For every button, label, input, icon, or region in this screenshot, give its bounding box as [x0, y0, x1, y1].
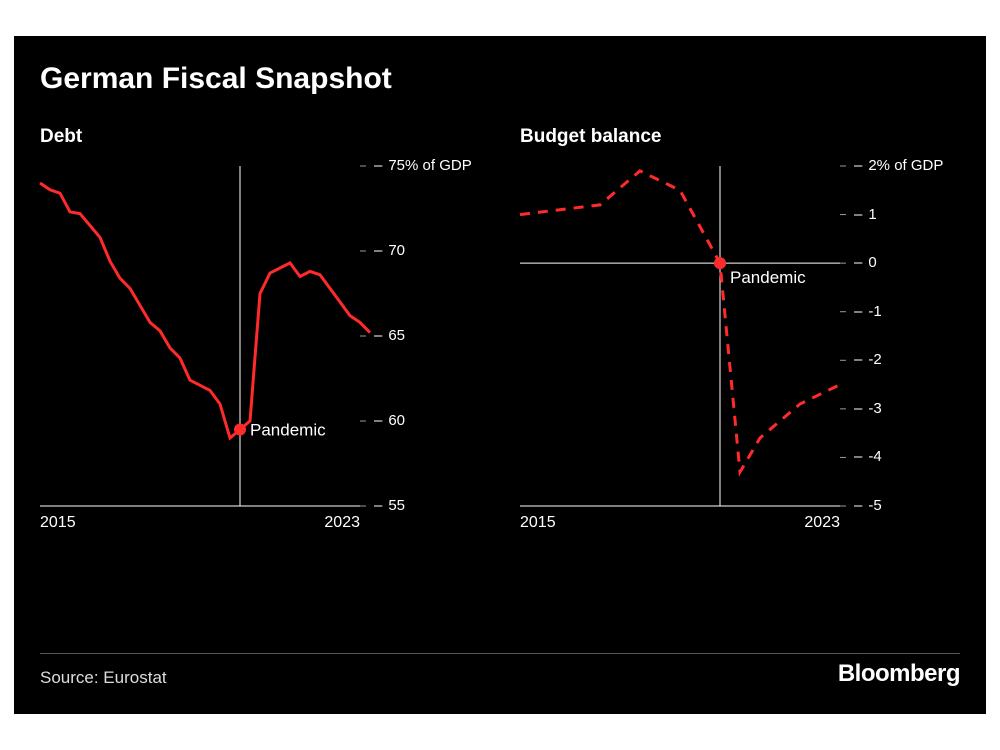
y-tick-label: –-1 — [854, 303, 882, 320]
chart-panel: German Fiscal Snapshot Debt Pandemic –75… — [14, 36, 986, 714]
debt-x-end: 2023 — [324, 514, 360, 532]
debt-svg: Pandemic — [40, 166, 360, 506]
y-tick-label: –0 — [854, 254, 877, 271]
debt-subtitle: Debt — [40, 126, 82, 148]
y-tick-label: –-3 — [854, 400, 882, 417]
budget-x-axis-labels: 2015 2023 — [520, 514, 840, 538]
budget-svg: Pandemic — [520, 166, 840, 506]
y-tick-label: –-4 — [854, 448, 882, 465]
debt-chart: Debt Pandemic –75% of GDP –70 –65 –60 –55 20… — [40, 126, 480, 556]
y-tick-label: –55 — [374, 497, 405, 514]
svg-text:Pandemic: Pandemic — [250, 421, 326, 440]
y-tick-label: –75% of GDP — [374, 157, 472, 174]
budget-plot-area: Pandemic — [520, 166, 840, 506]
budget-y-axis-labels: –2% of GDP–1–0–-1–-2–-3–-4–-5 — [844, 166, 984, 506]
budget-chart: Budget balance Pandemic –2% of GDP –1 –0 –-… — [520, 126, 960, 556]
y-tick-label: –65 — [374, 327, 405, 344]
y-tick-label: –2% of GDP — [854, 157, 943, 174]
budget-x-start: 2015 — [520, 514, 556, 532]
charts-row: Debt Pandemic –75% of GDP –70 –65 –60 –55 20… — [40, 126, 960, 556]
svg-text:Pandemic: Pandemic — [730, 268, 806, 287]
debt-x-axis-labels: 2015 2023 — [40, 514, 360, 538]
brand-logo: Bloomberg — [838, 660, 960, 688]
source-text: Source: Eurostat — [40, 668, 167, 688]
debt-x-start: 2015 — [40, 514, 76, 532]
y-tick-label: –60 — [374, 412, 405, 429]
footer-divider — [40, 653, 960, 654]
y-tick-label: –-5 — [854, 497, 882, 514]
chart-title: German Fiscal Snapshot — [40, 62, 392, 96]
debt-y-axis-labels: –75% of GDP–70–65–60–55 — [364, 166, 504, 506]
budget-x-end: 2023 — [804, 514, 840, 532]
page-root: German Fiscal Snapshot Debt Pandemic –75… — [0, 0, 1000, 750]
y-tick-label: –70 — [374, 242, 405, 259]
y-tick-label: –1 — [854, 206, 877, 223]
debt-plot-area: Pandemic — [40, 166, 360, 506]
budget-subtitle: Budget balance — [520, 126, 661, 148]
y-tick-label: –-2 — [854, 351, 882, 368]
